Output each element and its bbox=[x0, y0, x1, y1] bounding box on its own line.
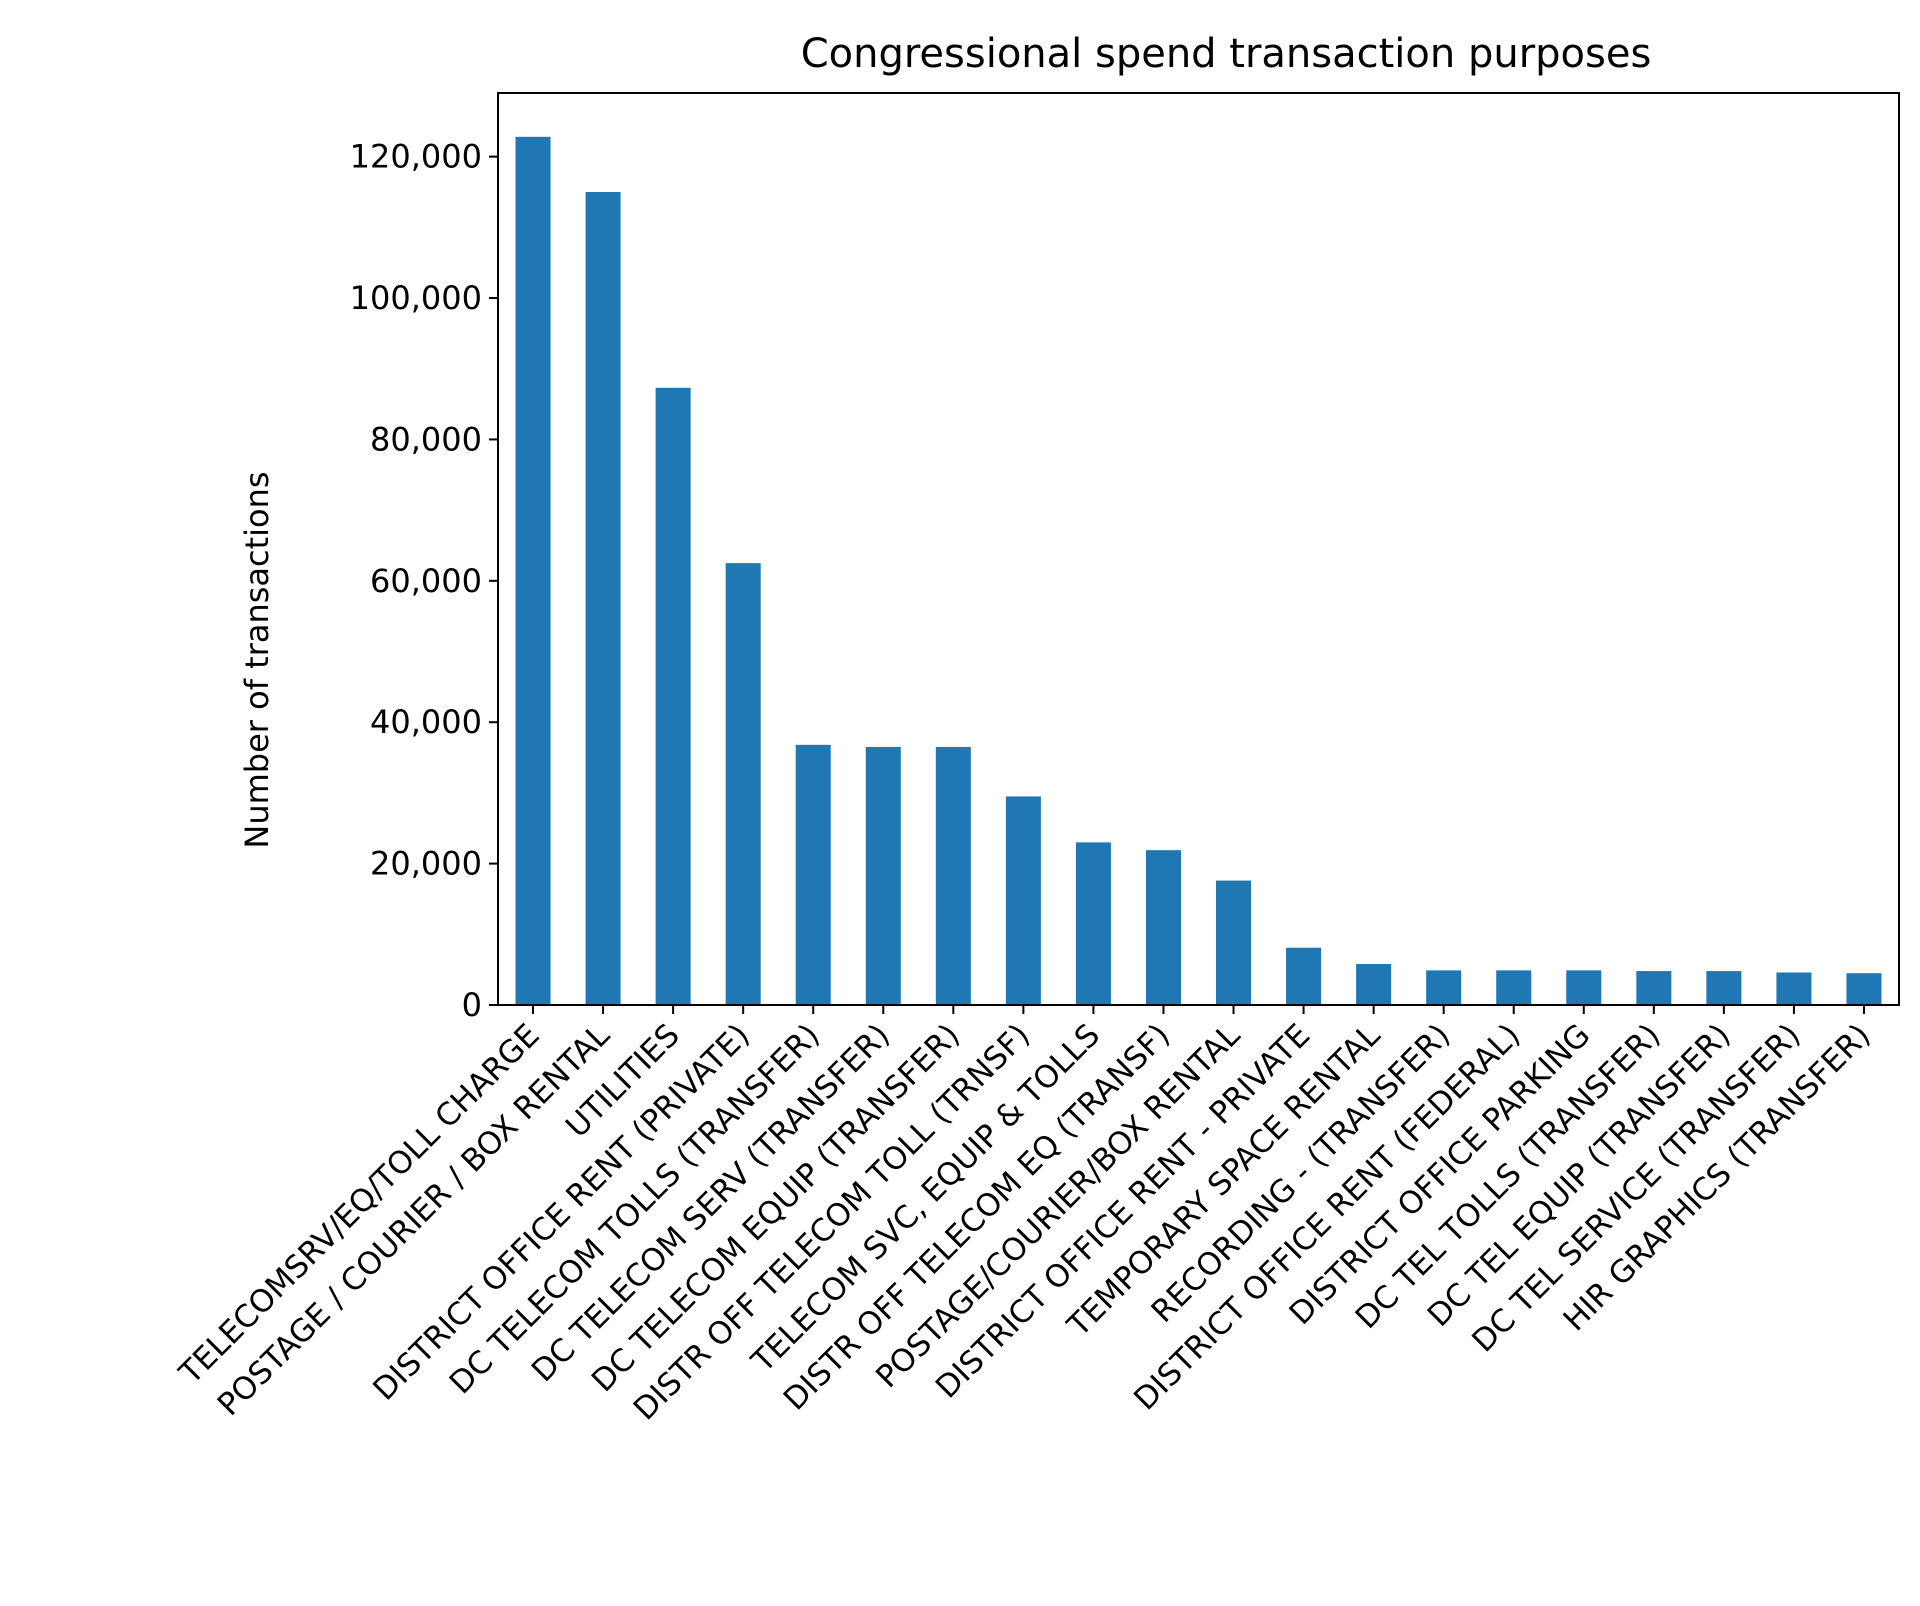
y-tick-label: 20,000 bbox=[370, 845, 482, 883]
bars-group bbox=[515, 136, 1882, 1005]
bar bbox=[1566, 970, 1602, 1005]
bar bbox=[1706, 971, 1742, 1005]
y-tick-label: 60,000 bbox=[370, 562, 482, 600]
bar bbox=[725, 563, 761, 1005]
y-tick-label: 0 bbox=[462, 986, 482, 1024]
bar bbox=[1496, 970, 1532, 1005]
chart-title: Congressional spend transaction purposes bbox=[801, 31, 1652, 77]
bar bbox=[935, 746, 971, 1005]
y-ticks-group: 0 20,000 40,000 60,000 80,000 100,000 120,000 bbox=[350, 138, 498, 1024]
bar bbox=[1846, 973, 1882, 1005]
y-tick-label: 100,000 bbox=[350, 279, 482, 317]
plot-frame bbox=[497, 92, 1900, 1006]
bar bbox=[865, 746, 901, 1005]
y-tick-label: 40,000 bbox=[370, 703, 482, 741]
y-tick-label: 120,000 bbox=[350, 138, 482, 176]
bar bbox=[1145, 850, 1181, 1005]
bar bbox=[1005, 796, 1041, 1005]
bar bbox=[655, 387, 691, 1005]
bar bbox=[1426, 970, 1462, 1005]
bar bbox=[515, 136, 551, 1005]
bar bbox=[1075, 842, 1111, 1005]
y-axis-label: Number of transactions bbox=[238, 471, 276, 848]
bar bbox=[1636, 971, 1672, 1005]
bar bbox=[1216, 880, 1252, 1005]
bar bbox=[795, 744, 831, 1005]
bar bbox=[585, 191, 621, 1005]
y-tick-label: 80,000 bbox=[370, 420, 482, 458]
bar bbox=[1286, 947, 1322, 1005]
bar bbox=[1776, 972, 1812, 1005]
bar bbox=[1356, 963, 1392, 1005]
